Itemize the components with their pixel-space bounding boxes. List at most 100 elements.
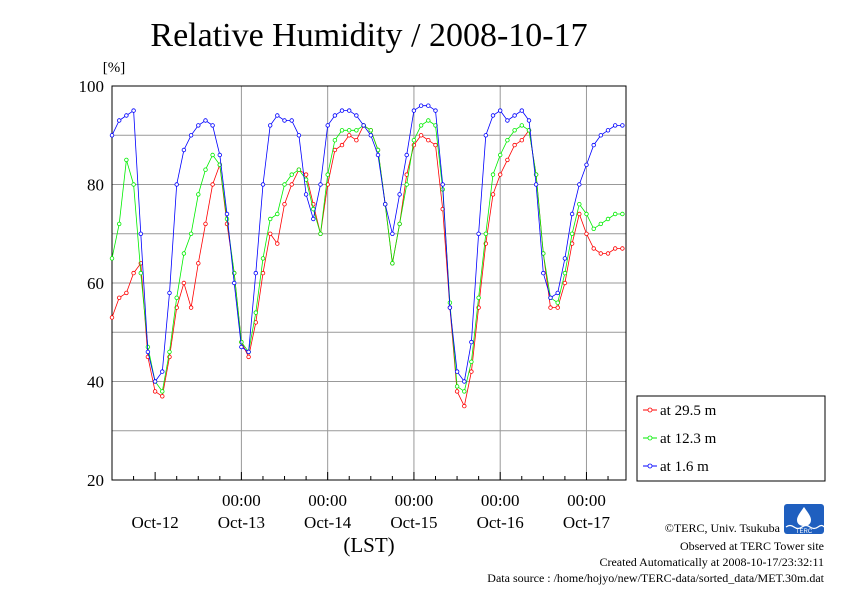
created-timestamp-text: Created Automatically at 2008-10-17/23:3… bbox=[599, 555, 824, 569]
data-point bbox=[433, 108, 438, 113]
y-tick-label: 20 bbox=[87, 471, 104, 490]
data-point bbox=[131, 108, 136, 113]
x-tick-time-label: 00:00 bbox=[308, 491, 347, 510]
data-point bbox=[390, 261, 395, 266]
data-point bbox=[613, 211, 618, 217]
data-point bbox=[196, 192, 201, 197]
data-point bbox=[275, 113, 280, 118]
data-point bbox=[390, 231, 395, 236]
terc-logo: TERC bbox=[784, 504, 825, 535]
series-1 bbox=[109, 118, 625, 394]
data-point bbox=[124, 113, 129, 118]
legend-items: at 29.5 m at 12.3 m at 1.6 m bbox=[643, 403, 717, 475]
data-point bbox=[383, 201, 388, 207]
wave-icon bbox=[785, 524, 825, 530]
x-date-label: Oct-15 bbox=[390, 513, 437, 532]
data-point bbox=[426, 118, 431, 123]
data-point bbox=[584, 162, 589, 167]
y-tick-label: 80 bbox=[87, 176, 104, 195]
data-point bbox=[318, 182, 323, 187]
y-tick-label: 60 bbox=[87, 274, 104, 293]
data-point bbox=[476, 295, 481, 300]
data-point bbox=[332, 137, 338, 143]
data-point bbox=[368, 128, 373, 133]
data-point bbox=[188, 305, 194, 310]
data-source-text: Data source : /home/hojyo/new/TERC-data/… bbox=[487, 571, 824, 585]
data-point bbox=[174, 182, 179, 187]
data-point bbox=[368, 133, 373, 138]
data-point bbox=[347, 128, 352, 133]
data-point bbox=[152, 379, 158, 384]
data-point bbox=[404, 152, 409, 158]
data-point bbox=[433, 142, 438, 148]
data-point bbox=[138, 231, 143, 236]
y-axis-unit-label: [%] bbox=[103, 60, 126, 76]
data-point bbox=[584, 211, 589, 217]
data-point bbox=[181, 251, 187, 256]
data-point bbox=[325, 123, 330, 128]
data-point bbox=[591, 226, 596, 231]
data-point bbox=[160, 369, 165, 374]
data-point bbox=[210, 123, 215, 128]
data-point bbox=[555, 305, 560, 310]
data-point bbox=[109, 315, 115, 320]
data-point bbox=[397, 221, 402, 227]
data-point bbox=[239, 339, 244, 345]
y-tick-label: 100 bbox=[79, 77, 105, 96]
grid-lines bbox=[112, 86, 626, 480]
y-axis-ticks: 20 40 60 80 100 bbox=[79, 77, 105, 490]
x-date-label: Oct-17 bbox=[563, 513, 611, 532]
x-tick-time-label: 00:00 bbox=[395, 491, 434, 510]
data-point bbox=[577, 201, 582, 207]
data-point bbox=[469, 369, 474, 374]
data-point bbox=[505, 118, 510, 123]
data-point bbox=[311, 206, 316, 212]
data-point bbox=[555, 290, 560, 296]
data-point bbox=[181, 280, 187, 286]
data-point bbox=[454, 369, 460, 374]
data-point bbox=[116, 118, 122, 123]
data-point bbox=[519, 123, 524, 128]
data-point bbox=[131, 182, 136, 187]
data-point bbox=[462, 403, 467, 409]
data-point bbox=[152, 389, 158, 394]
data-point bbox=[268, 231, 273, 236]
data-point bbox=[598, 251, 603, 256]
data-point bbox=[526, 118, 532, 123]
data-point bbox=[476, 231, 481, 236]
data-point bbox=[598, 133, 603, 138]
data-point bbox=[483, 231, 488, 236]
data-point bbox=[224, 211, 230, 217]
data-point bbox=[289, 172, 294, 177]
data-point bbox=[160, 389, 165, 394]
data-point bbox=[440, 182, 445, 187]
data-point bbox=[620, 211, 625, 217]
data-point bbox=[332, 147, 338, 153]
legend: at 29.5 m at 12.3 m at 1.6 m bbox=[636, 395, 826, 482]
legend-label: at 12.3 m bbox=[660, 431, 717, 447]
y-tick-label: 40 bbox=[87, 373, 104, 392]
data-point bbox=[231, 280, 237, 286]
data-point bbox=[418, 133, 424, 138]
data-point bbox=[311, 216, 316, 222]
data-point bbox=[613, 123, 618, 128]
series-line bbox=[111, 105, 623, 383]
data-point bbox=[505, 137, 510, 143]
data-point bbox=[426, 137, 431, 143]
data-point bbox=[519, 108, 524, 113]
legend-label: at 1.6 m bbox=[660, 459, 709, 475]
data-point bbox=[174, 295, 179, 300]
data-point bbox=[418, 103, 424, 108]
data-point bbox=[555, 300, 560, 305]
data-point bbox=[124, 290, 129, 296]
data-point bbox=[339, 108, 345, 113]
x-date-label: Oct-12 bbox=[132, 513, 179, 532]
data-point bbox=[138, 270, 143, 276]
x-date-label: Oct-14 bbox=[304, 513, 352, 532]
data-point bbox=[562, 256, 568, 261]
data-point bbox=[591, 142, 596, 148]
data-point bbox=[167, 349, 172, 355]
data-point bbox=[289, 182, 294, 187]
data-point bbox=[404, 182, 409, 187]
